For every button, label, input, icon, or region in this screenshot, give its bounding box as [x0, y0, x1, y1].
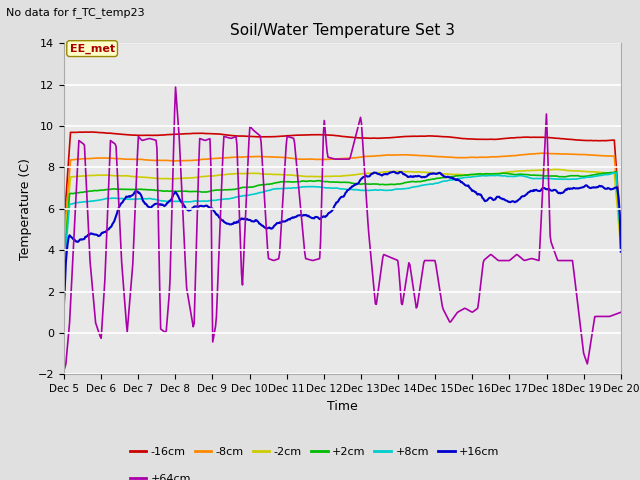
-8cm [617, 236, 625, 241]
+8cm [432, 180, 440, 186]
-2cm [617, 245, 625, 251]
-2cm [432, 170, 440, 176]
-2cm [312, 174, 320, 180]
-8cm [204, 156, 211, 162]
+64cm [159, 327, 166, 333]
+2cm [204, 189, 211, 195]
+64cm [389, 255, 397, 261]
-2cm [552, 167, 559, 172]
-16cm [159, 132, 167, 138]
+8cm [617, 236, 625, 242]
+2cm [312, 178, 320, 184]
+8cm [611, 170, 618, 176]
+2cm [388, 181, 396, 187]
+16cm [389, 169, 397, 175]
-16cm [89, 129, 97, 135]
+64cm [172, 84, 179, 90]
-8cm [479, 155, 487, 160]
-8cm [388, 152, 396, 158]
-8cm [159, 157, 166, 163]
-8cm [538, 150, 546, 156]
+64cm [433, 268, 440, 274]
Line: -8cm: -8cm [64, 153, 621, 241]
-2cm [204, 173, 211, 179]
+8cm [312, 184, 320, 190]
+2cm [432, 176, 440, 181]
-16cm [60, 223, 68, 229]
-16cm [617, 227, 625, 233]
+16cm [204, 203, 211, 209]
+16cm [433, 171, 440, 177]
Text: EE_met: EE_met [70, 44, 115, 54]
+8cm [204, 198, 211, 204]
+2cm [479, 171, 487, 177]
-8cm [312, 156, 320, 162]
-8cm [432, 154, 440, 159]
+8cm [159, 198, 166, 204]
+2cm [617, 236, 625, 242]
Line: -16cm: -16cm [64, 132, 621, 230]
X-axis label: Time: Time [327, 400, 358, 413]
-16cm [204, 131, 212, 136]
-8cm [60, 238, 68, 244]
Line: +2cm: +2cm [64, 172, 621, 263]
Line: +64cm: +64cm [64, 87, 621, 370]
Legend: +64cm: +64cm [125, 469, 196, 480]
Title: Soil/Water Temperature Set 3: Soil/Water Temperature Set 3 [230, 23, 455, 38]
Line: +8cm: +8cm [64, 173, 621, 269]
+2cm [612, 169, 620, 175]
-16cm [433, 133, 440, 139]
+64cm [313, 256, 321, 262]
-2cm [159, 176, 166, 181]
+64cm [617, 310, 625, 315]
+8cm [60, 266, 68, 272]
Text: No data for f_TC_temp23: No data for f_TC_temp23 [6, 7, 145, 18]
+8cm [388, 187, 396, 193]
+64cm [480, 257, 488, 263]
-2cm [60, 247, 68, 253]
Line: -2cm: -2cm [64, 169, 621, 250]
+2cm [159, 188, 166, 194]
+16cm [617, 249, 625, 254]
+16cm [60, 300, 68, 306]
+8cm [479, 173, 487, 179]
Y-axis label: Temperature (C): Temperature (C) [19, 158, 32, 260]
+2cm [60, 260, 68, 266]
+16cm [480, 197, 488, 203]
-2cm [388, 168, 396, 174]
+64cm [60, 367, 68, 373]
-16cm [480, 136, 488, 142]
Line: +16cm: +16cm [64, 172, 621, 303]
+16cm [159, 202, 166, 207]
-16cm [313, 132, 321, 138]
+16cm [388, 169, 396, 175]
-2cm [479, 171, 487, 177]
+16cm [312, 214, 320, 220]
+64cm [204, 136, 212, 142]
-16cm [389, 134, 397, 140]
